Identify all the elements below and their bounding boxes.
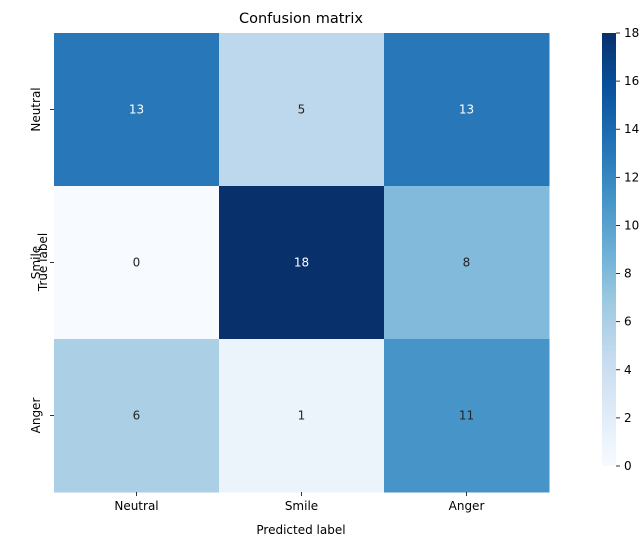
colorbar-tick-label: 10: [624, 218, 639, 232]
heatmap-cell: [384, 339, 550, 493]
heatmap-cell: [54, 339, 220, 493]
colorbar-tick-label: 6: [624, 315, 632, 329]
x-tick-label: Anger: [449, 499, 485, 513]
y-axis-label: True label: [36, 233, 50, 292]
cell-value-label: 6: [133, 409, 141, 423]
y-axis: Neutral Smile Anger: [29, 87, 54, 433]
colorbar-tick-label: 4: [624, 363, 632, 377]
cell-value-label: 8: [463, 256, 471, 270]
cell-value-label: 18: [294, 256, 309, 270]
cell-value-label: 0: [133, 256, 141, 270]
heatmap-cell: [384, 33, 550, 187]
colorbar-tick-label: 2: [624, 411, 632, 425]
heatmap-cell: [54, 186, 220, 340]
colorbar-tick-label: 18: [624, 26, 639, 40]
cell-value-label: 1: [298, 409, 306, 423]
y-tick-label: Neutral: [29, 87, 43, 131]
x-axis: Neutral Smile Anger: [114, 492, 484, 513]
heatmap-cells: [54, 33, 550, 493]
y-tick-label: Anger: [29, 398, 43, 434]
chart-title: Confusion matrix: [239, 11, 363, 27]
colorbar-tick-label: 0: [624, 459, 632, 473]
x-axis-label: Predicted label: [256, 523, 345, 537]
colorbar-tick-label: 12: [624, 170, 639, 184]
cell-value-label: 11: [459, 409, 474, 423]
heatmap-cell: [219, 339, 385, 493]
heatmap-cell: [219, 186, 385, 340]
heatmap-cell: [54, 33, 220, 187]
cell-value-labels: 13 5 130 18 86 1 11: [129, 103, 474, 423]
x-tick-label: Neutral: [114, 499, 158, 513]
colorbar-tick-label: 14: [624, 122, 639, 136]
colorbar-tick-label: 16: [624, 74, 639, 88]
heatmap-cell: [219, 33, 385, 187]
x-tick-label: Smile: [285, 499, 318, 513]
heatmap-cell: [384, 186, 550, 340]
cell-value-label: 13: [129, 103, 144, 117]
colorbar-ticks: 0 2 4 6 8 10 12 14 16 18: [616, 26, 639, 473]
cell-value-label: 13: [459, 103, 474, 117]
cell-value-label: 5: [298, 103, 306, 117]
colorbar-tick-label: 8: [624, 267, 632, 281]
colorbar: [602, 33, 616, 466]
y-tick-label: Smile: [29, 246, 43, 279]
